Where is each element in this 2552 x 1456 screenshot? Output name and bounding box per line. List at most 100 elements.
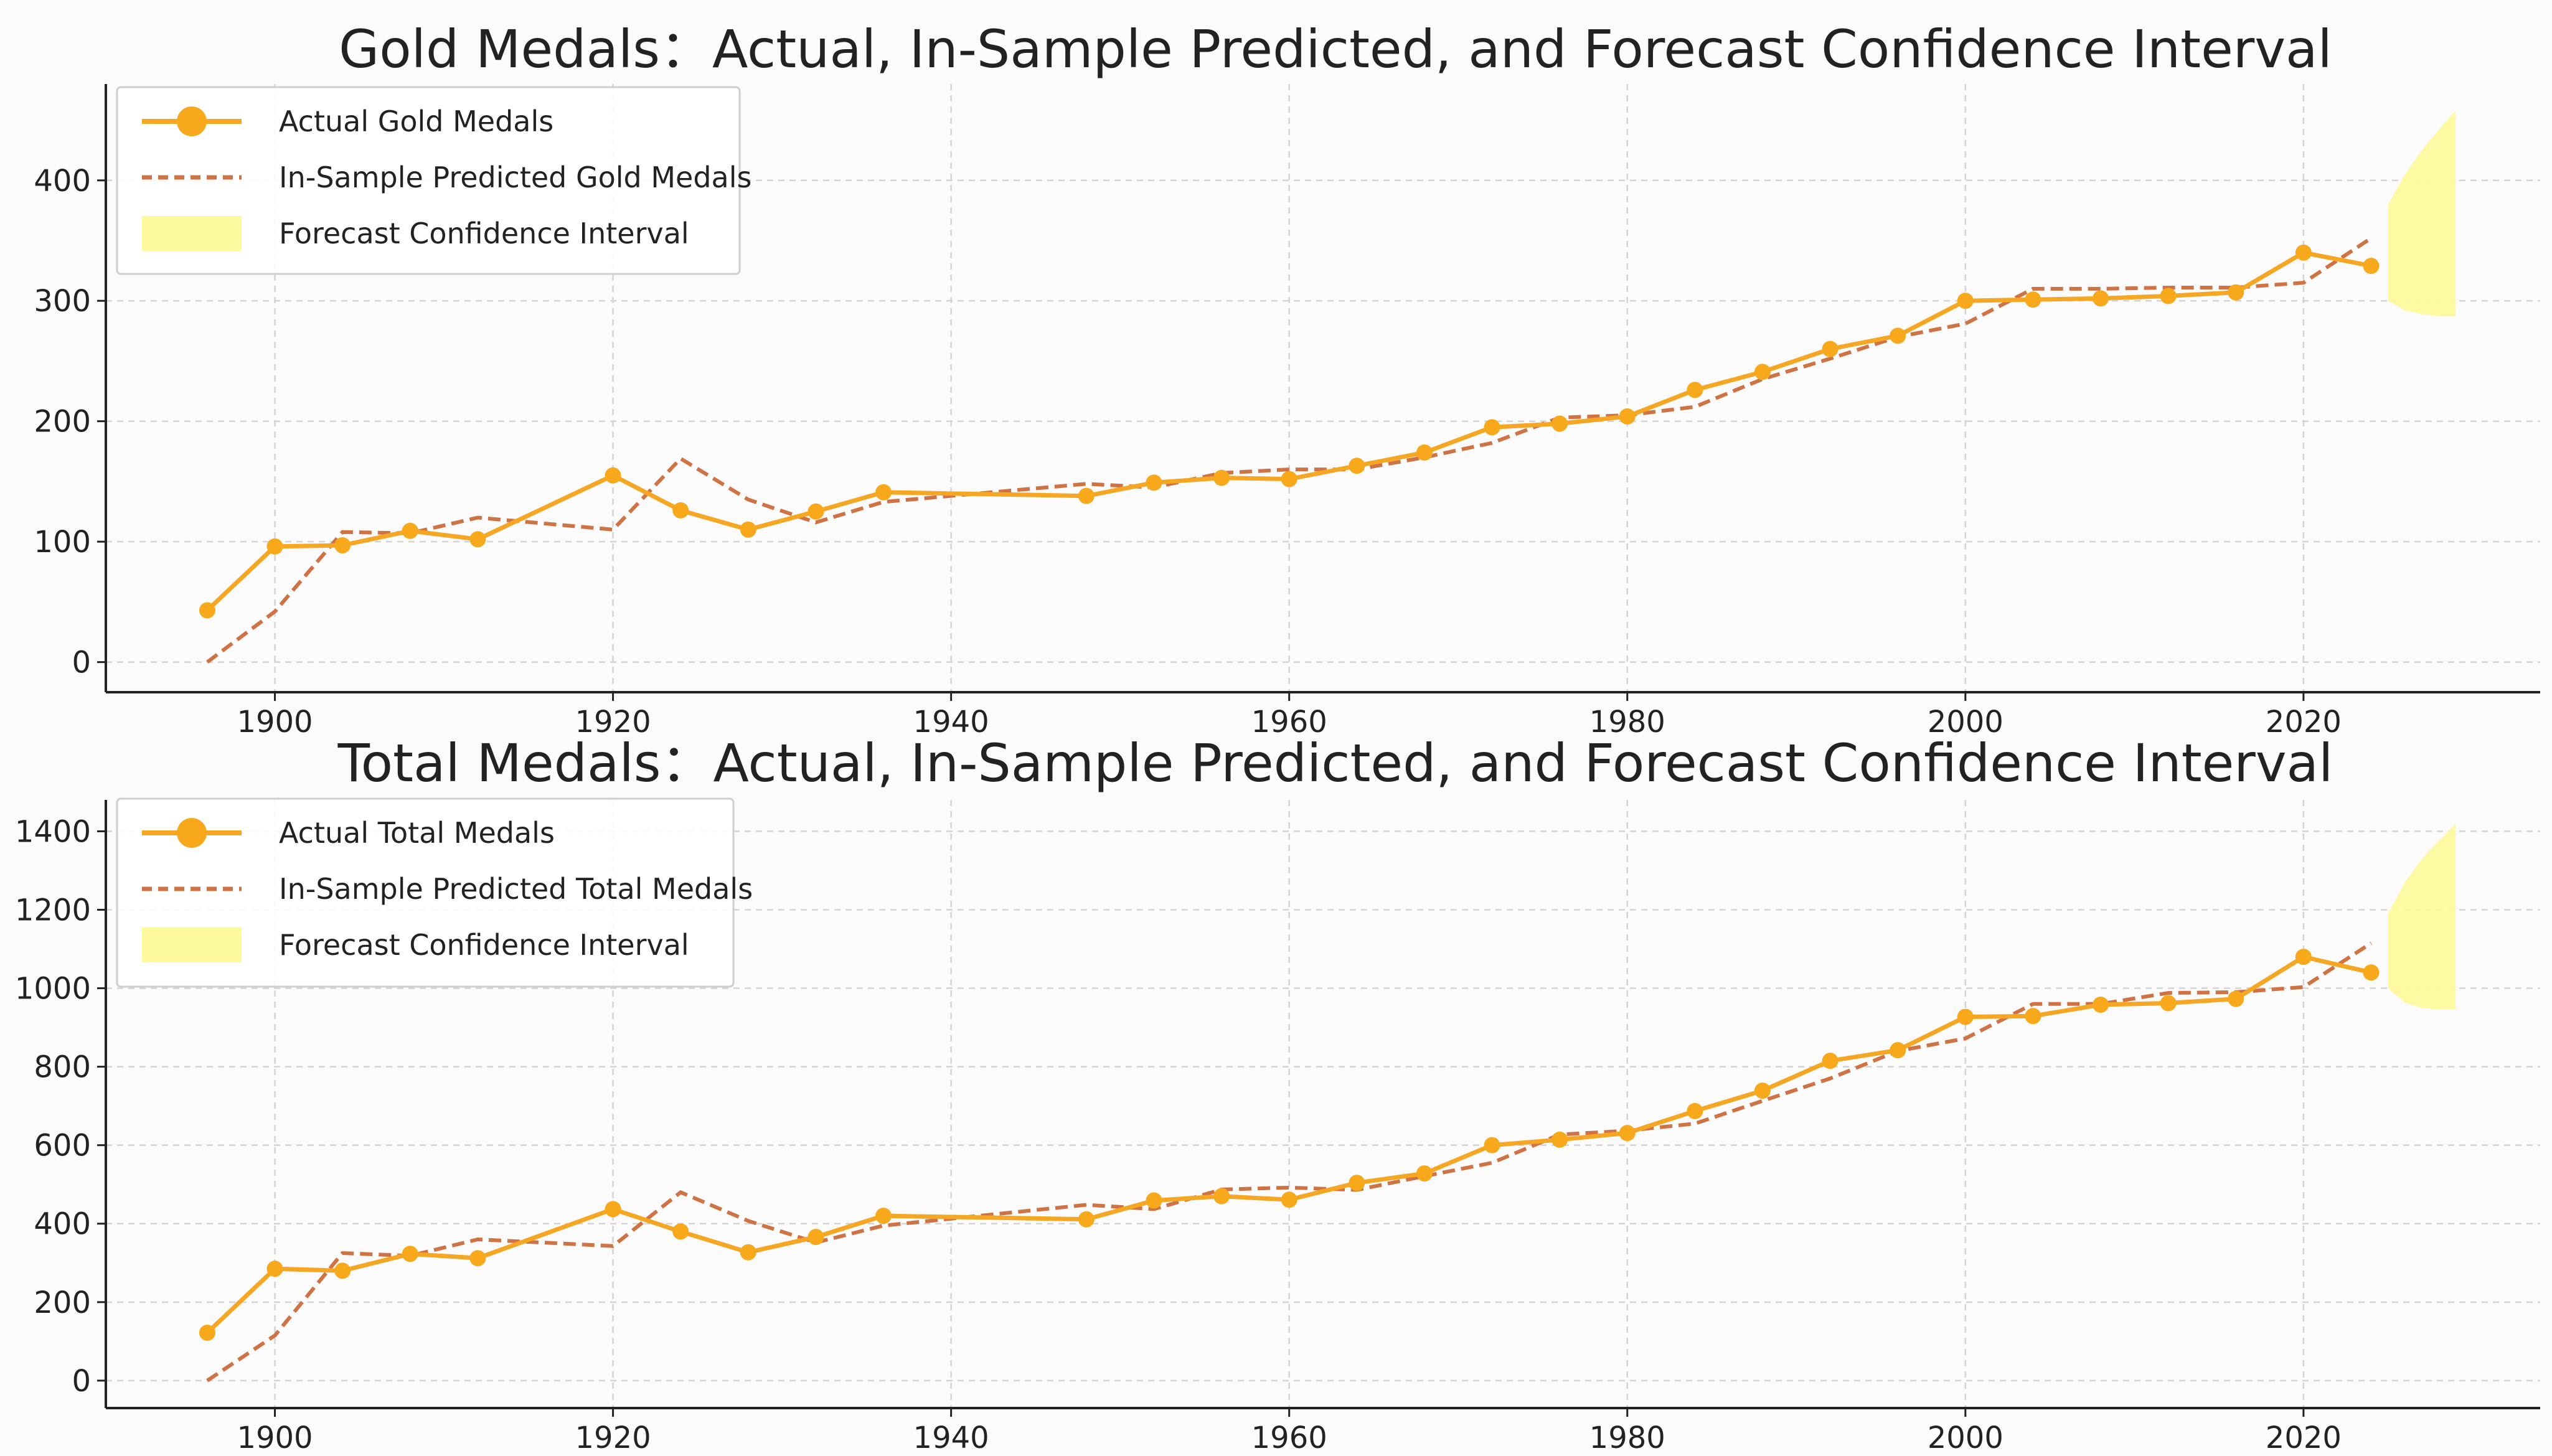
y-tick-label: 100 [34, 525, 91, 560]
actual-data-point [1890, 1042, 1906, 1059]
actual-data-point [740, 1244, 756, 1261]
legend-confidence-swatch [142, 216, 242, 251]
y-tick-label: 1400 [15, 814, 91, 849]
actual-data-point [469, 1250, 486, 1267]
x-tick-label: 1920 [575, 1421, 651, 1455]
actual-data-point [1890, 327, 1906, 344]
actual-data-point [1349, 1175, 1365, 1191]
gold-medals-chart: Gold Medals：Actual, In-Sample Predicted,… [34, 19, 2540, 740]
actual-data-point [1281, 471, 1297, 487]
y-tick-label: 1200 [15, 893, 91, 928]
x-tick-label: 1980 [1589, 1421, 1665, 1455]
actual-data-point [2295, 244, 2312, 261]
x-tick-label: 2020 [2266, 1421, 2342, 1455]
x-tick-label: 1960 [1251, 705, 1327, 740]
total-legend: Actual Total Medals In-Sample Predicted T… [116, 797, 753, 988]
actual-data-point [1619, 408, 1636, 425]
actual-data-point [672, 502, 689, 519]
confidence-interval-band [2388, 110, 2456, 317]
actual-data-point [1349, 458, 1365, 474]
actual-data-point [2363, 258, 2380, 275]
actual-data-point [2228, 990, 2244, 1007]
actual-data-point [1754, 1083, 1771, 1099]
legend-actual-label: Actual Gold Medals [279, 105, 553, 138]
actual-data-point [1078, 1211, 1095, 1228]
actual-data-point [605, 1201, 621, 1218]
actual-series-line [205, 250, 2372, 612]
x-tick-label: 1900 [237, 705, 313, 740]
actual-data-point [672, 1223, 689, 1240]
x-tick-label: 2020 [2266, 705, 2342, 740]
actual-data-point [199, 602, 215, 619]
actual-data-point [2228, 284, 2244, 301]
y-tick-label: 300 [34, 284, 91, 319]
actual-data-point [1822, 341, 1839, 357]
actual-data-point [1619, 1125, 1636, 1142]
y-tick-label: 400 [34, 164, 91, 199]
actual-data-point [1687, 382, 1703, 398]
actual-data-point [875, 1208, 892, 1224]
y-tick-label: 800 [34, 1050, 91, 1085]
x-tick-label: 2000 [1928, 1421, 2003, 1455]
actual-data-point [2025, 1008, 2041, 1025]
confidence-interval-band [2388, 823, 2456, 1010]
legend-confidence-swatch [142, 928, 242, 962]
gold-legend: Actual Gold Medals In-Sample Predicted Go… [116, 86, 752, 275]
legend-frame [116, 797, 735, 988]
actual-data-point [1957, 293, 1974, 309]
actual-data-point [199, 1324, 215, 1341]
actual-data-point [1416, 444, 1433, 461]
x-tick-label: 1940 [913, 705, 989, 740]
actual-data-point [1484, 419, 1500, 436]
actual-data-point [2363, 964, 2380, 981]
actual-data-point [2093, 290, 2109, 307]
legend-confidence-label: Forecast Confidence Interval [279, 928, 689, 962]
legend-frame [116, 86, 741, 275]
actual-data-point [1957, 1008, 1974, 1025]
y-tick-label: 0 [72, 646, 91, 680]
x-tick-label: 1900 [237, 1421, 313, 1455]
actual-data-point [266, 1261, 283, 1277]
y-tick-label: 600 [34, 1129, 91, 1163]
legend-confidence-label: Forecast Confidence Interval [279, 217, 689, 250]
actual-data-point [808, 1229, 824, 1246]
legend-actual-marker [177, 818, 207, 848]
actual-data-point [808, 503, 824, 520]
actual-data-point [1551, 415, 1568, 432]
actual-data-point [469, 531, 486, 548]
actual-data-point [1213, 469, 1230, 486]
actual-data-point [1754, 364, 1771, 380]
y-tick-label: 200 [34, 1285, 91, 1320]
total-medals-chart: Total Medals：Actual, In-Sample Predicted… [15, 733, 2540, 1455]
actual-data-point [402, 522, 418, 539]
actual-data-point [1281, 1191, 1297, 1208]
actual-data-point [740, 521, 756, 538]
legend-actual-marker [177, 106, 207, 136]
y-tick-label: 0 [72, 1364, 91, 1399]
y-tick-label: 200 [34, 405, 91, 439]
y-tick-label: 400 [34, 1207, 91, 1242]
actual-data-point [1687, 1102, 1703, 1119]
actual-data-point [2093, 997, 2109, 1013]
actual-series-line [205, 954, 2372, 1335]
actual-data-point [1146, 474, 1162, 491]
actual-data-point [2160, 288, 2177, 304]
x-tick-label: 1920 [575, 705, 651, 740]
x-tick-label: 1940 [913, 1421, 989, 1455]
legend-predicted-label: In-Sample Predicted Gold Medals [279, 161, 752, 194]
actual-data-point [1146, 1192, 1162, 1209]
actual-data-point [334, 537, 351, 553]
actual-data-point [402, 1246, 418, 1262]
x-tick-label: 2000 [1928, 705, 2003, 740]
x-tick-label: 1980 [1589, 705, 1665, 740]
total-chart-title: Total Medals：Actual, In-Sample Predicted… [337, 733, 2333, 794]
actual-data-point [1078, 487, 1095, 504]
actual-data-point [266, 538, 283, 555]
actual-data-point [1551, 1131, 1568, 1148]
actual-data-point [2295, 949, 2312, 965]
legend-predicted-label: In-Sample Predicted Total Medals [279, 872, 753, 906]
actual-data-point [2160, 995, 2177, 1012]
predicted-series-line [206, 941, 2373, 1383]
actual-data-point [334, 1262, 351, 1279]
